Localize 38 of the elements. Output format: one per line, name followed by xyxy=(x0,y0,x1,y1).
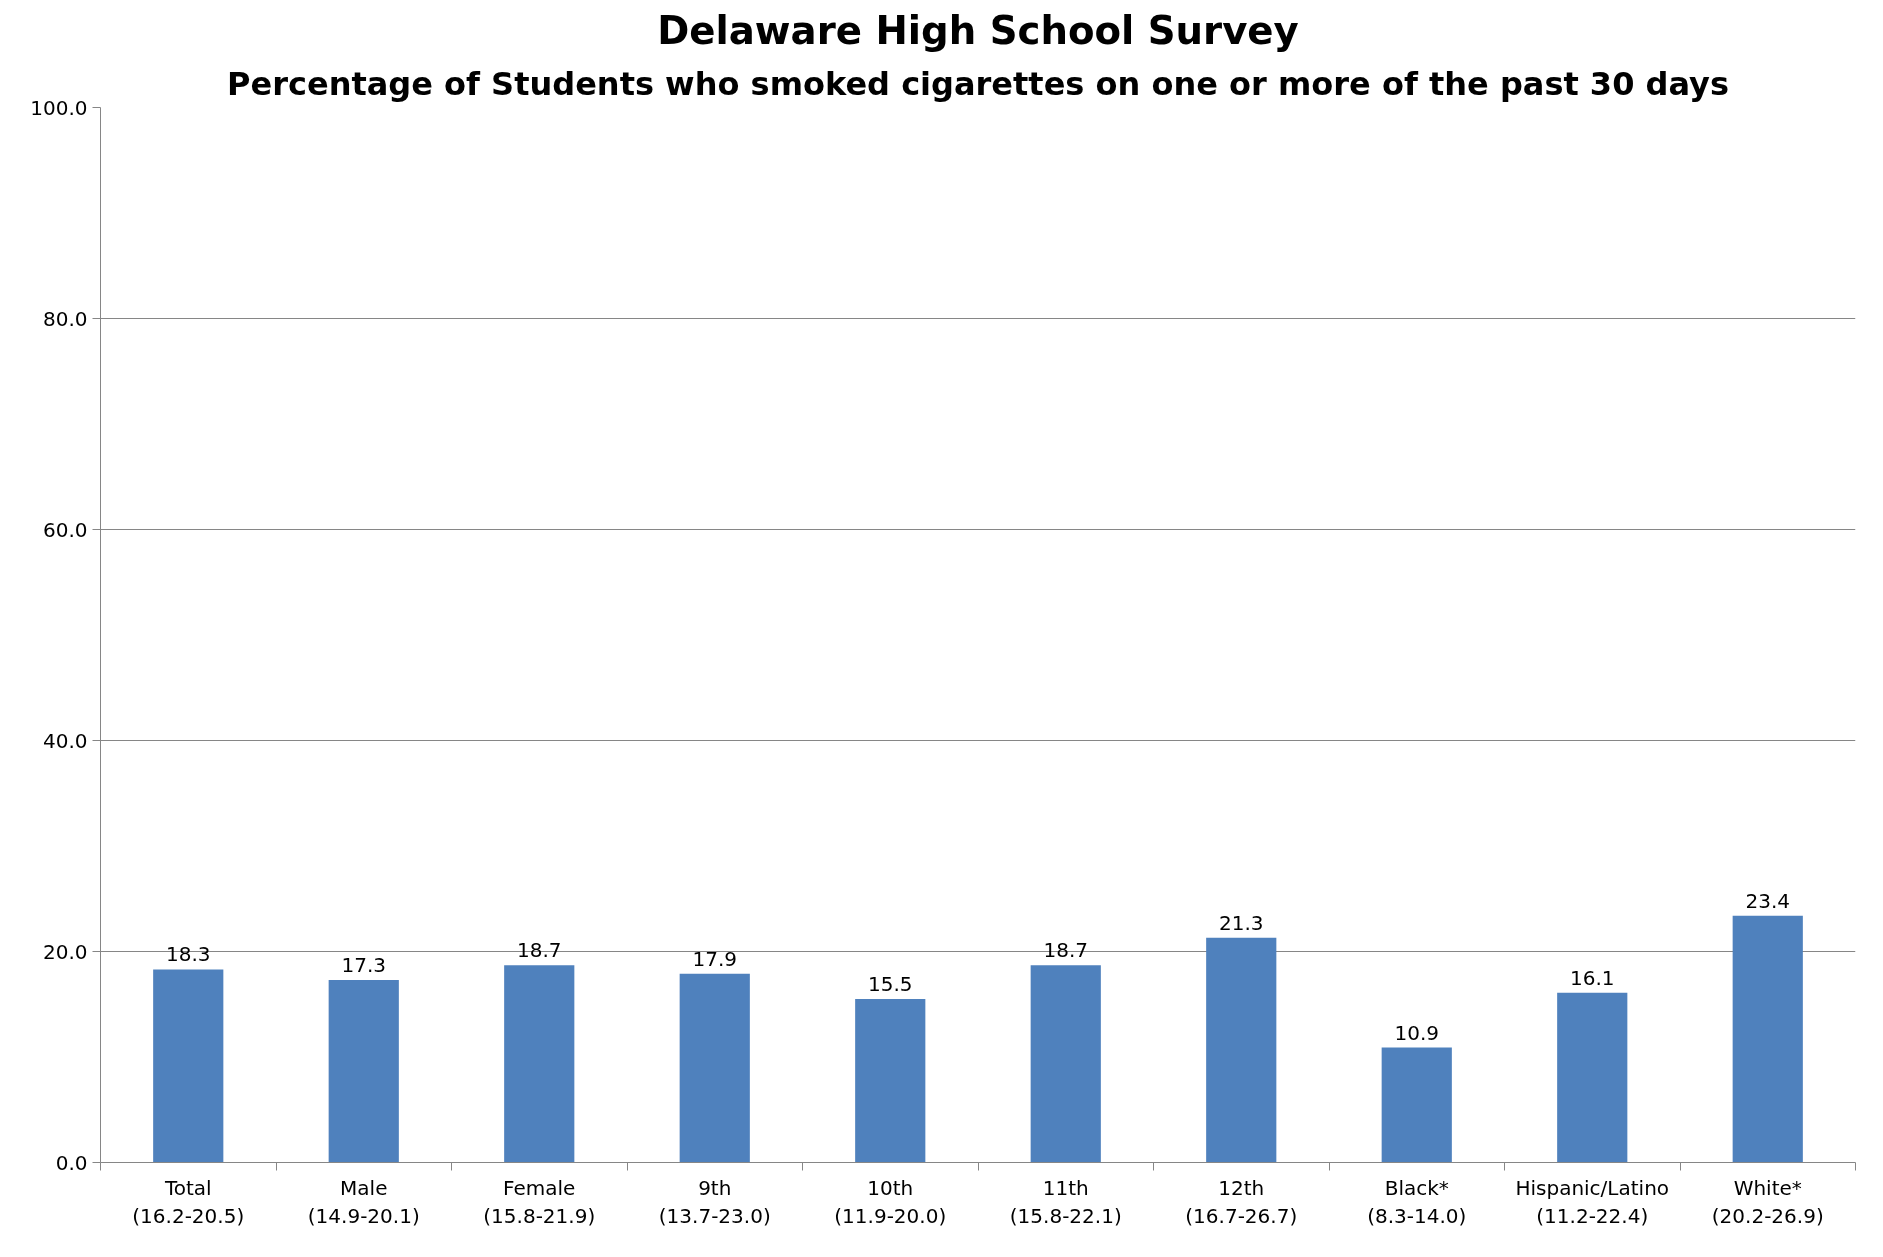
y-tick-label: 80.0 xyxy=(42,306,88,331)
bar xyxy=(504,965,575,1163)
bar xyxy=(1030,965,1101,1163)
x-tick-label: 9th (13.7-23.0) xyxy=(658,1175,771,1229)
data-label: 10.9 xyxy=(1394,1020,1440,1045)
bar xyxy=(328,979,399,1163)
x-tick-label: Female (15.8-21.9) xyxy=(483,1175,596,1229)
bar xyxy=(1206,937,1277,1163)
y-tick-label: 100.0 xyxy=(30,95,88,120)
bar xyxy=(153,969,224,1163)
chart-title: Delaware High School Survey xyxy=(657,7,1299,53)
x-tick-label: 11th (15.8-22.1) xyxy=(1009,1175,1122,1229)
data-label: 18.7 xyxy=(516,938,562,963)
bar xyxy=(679,973,750,1163)
data-label: 18.7 xyxy=(1043,938,1089,963)
data-label: 17.3 xyxy=(341,952,387,977)
bar xyxy=(1381,1047,1452,1163)
x-tick-label: 10th (11.9-20.0) xyxy=(834,1175,947,1229)
data-label: 15.5 xyxy=(867,971,913,996)
x-tick-label: Total (16.2-20.5) xyxy=(132,1175,245,1229)
y-tick-label: 0.0 xyxy=(55,1150,88,1175)
x-tick-label: 12th (16.7-26.7) xyxy=(1185,1175,1298,1229)
x-tick-label: Hispanic/Latino (11.2-22.4) xyxy=(1515,1175,1670,1229)
y-tick-label: 20.0 xyxy=(42,939,88,964)
data-label: 17.9 xyxy=(692,946,738,971)
x-tick-label: White* (20.2-26.9) xyxy=(1711,1175,1824,1229)
data-label: 21.3 xyxy=(1218,910,1264,935)
x-tick-label: Black* (8.3-14.0) xyxy=(1367,1175,1467,1229)
x-tick-label: Male (14.9-20.1) xyxy=(307,1175,420,1229)
data-label: 16.1 xyxy=(1569,965,1615,990)
data-label: 18.3 xyxy=(165,942,211,967)
chart-subtitle: Percentage of Students who smoked cigarettes on one or more of the past 30 days xyxy=(227,64,1729,103)
bar xyxy=(855,998,926,1163)
y-tick-label: 40.0 xyxy=(42,728,88,753)
data-label: 23.4 xyxy=(1745,888,1791,913)
bar xyxy=(1732,915,1803,1163)
bar xyxy=(1557,992,1628,1163)
y-tick-label: 60.0 xyxy=(42,517,88,542)
